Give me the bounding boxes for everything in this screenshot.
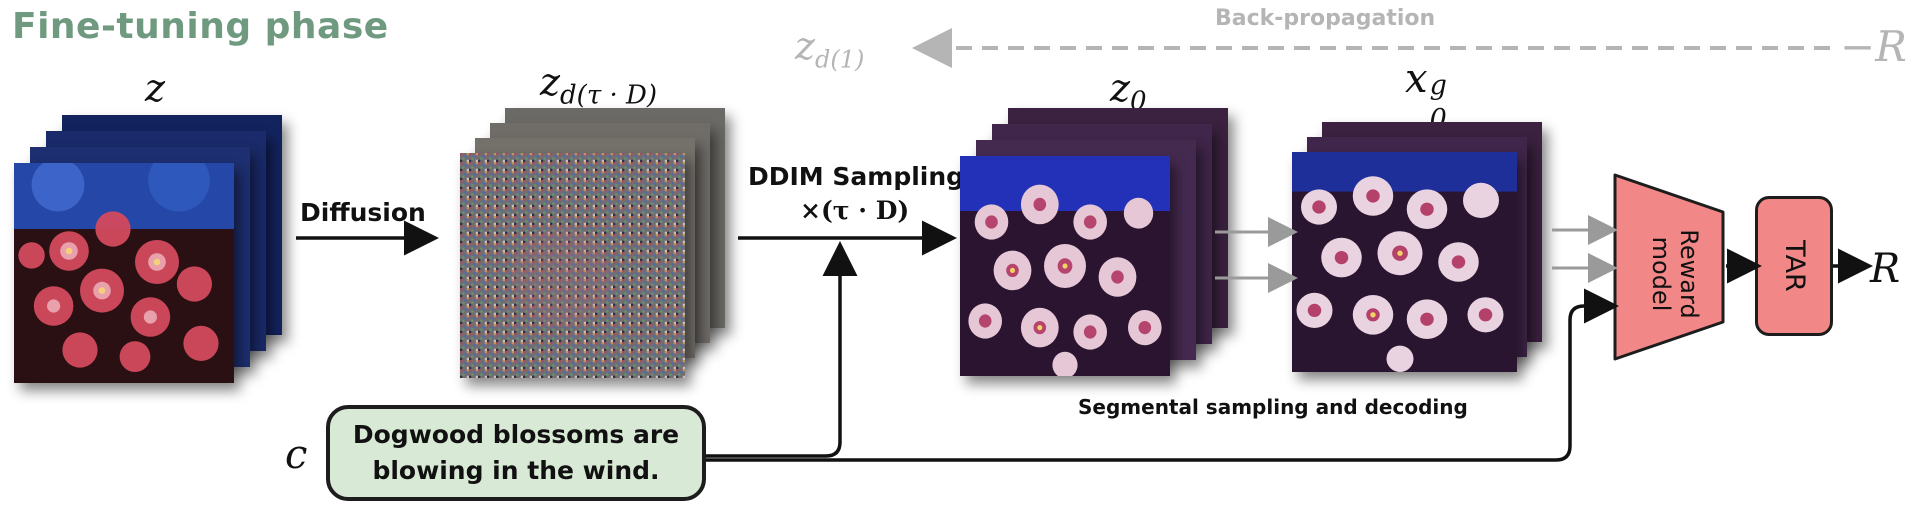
prompt-to-reward-arrow — [706, 288, 1619, 462]
segmental-label: Segmental sampling and decoding — [1078, 395, 1468, 419]
c-label: c — [285, 432, 308, 478]
video-frame-front — [14, 163, 234, 383]
z-label: z — [145, 66, 166, 110]
prompt-to-ddim-arrow — [706, 241, 858, 458]
text-prompt-box: Dogwood blossoms are blowing in the wind… — [326, 405, 706, 501]
x0g-frame-front — [1292, 152, 1517, 372]
phase-title: Fine-tuning phase — [12, 6, 389, 47]
ddim-label-line1: DDIM Sampling — [748, 162, 965, 191]
zd1-label: zd(1) — [795, 24, 865, 74]
r-output-label: R — [1870, 246, 1901, 292]
ddim-label-line2: ×(τ · D) — [800, 196, 910, 225]
neg-r-label: −R — [1840, 22, 1907, 71]
tar-block — [1755, 196, 1833, 336]
z-noised-label: zd(τ · D) — [540, 60, 657, 111]
z0-frame-front — [960, 156, 1170, 376]
noised-frame-front — [460, 153, 685, 378]
backprop-label: Back-propagation — [1215, 6, 1436, 31]
